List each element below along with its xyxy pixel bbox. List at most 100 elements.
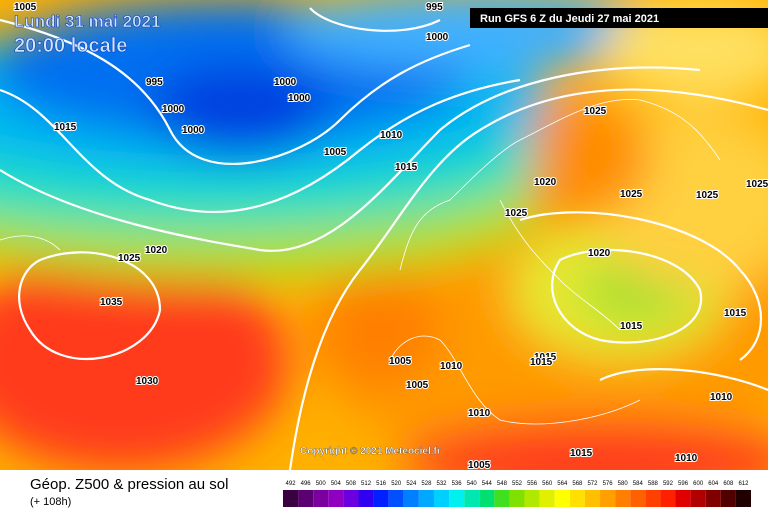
isobar-label: 1030 (136, 376, 159, 387)
isobar-label: 1005 (324, 147, 347, 158)
scale-swatch (358, 490, 374, 507)
scale-label: 520 (391, 481, 402, 487)
isobar-label: 1005 (468, 460, 491, 471)
isobar-label: 1025 (746, 179, 768, 190)
scale-swatch (554, 490, 570, 507)
run-box (470, 8, 768, 28)
scale-swatch (584, 490, 601, 507)
isobar-label: 1000 (274, 77, 297, 88)
scale-label: 532 (437, 481, 448, 487)
scale-swatch (539, 490, 555, 507)
map-time: 20:00 locale (14, 35, 127, 57)
scale-label: 544 (482, 481, 493, 487)
run-info: Run GFS 6 Z du Jeudi 27 mai 2021 (480, 13, 659, 25)
isobar-label: 1025 (620, 189, 643, 200)
scale-label: 524 (406, 481, 417, 487)
isobar-label: 1015 (54, 122, 77, 133)
scale-swatch (283, 490, 299, 507)
color-scale: 492 496 500 504 508 512 516 520 524 528 532 536 540 5… (283, 481, 751, 507)
scale-label: 500 (316, 481, 327, 487)
scale-swatch (373, 490, 389, 507)
header: Lundi 31 mai 2021 20:00 locale Run GFS 6… (14, 8, 768, 57)
scale-swatch (524, 490, 540, 507)
isobar-label: 1010 (675, 453, 698, 464)
scale-label: 604 (708, 481, 719, 487)
isobar-label: 1015 (620, 321, 643, 332)
scale-swatch (313, 490, 329, 507)
scale-swatch (600, 490, 616, 507)
scale-label: 516 (376, 481, 387, 487)
scale-swatch (660, 490, 676, 507)
scale-label: 600 (693, 481, 704, 487)
scale-swatch (509, 490, 525, 507)
isobar-label: 1025 (696, 190, 719, 201)
lead-time: (+ 108h) (30, 496, 71, 508)
scale-swatch (449, 490, 465, 507)
scale-swatch (735, 490, 751, 507)
isobar-label: 1010 (710, 392, 733, 403)
isobar-label: 1000 (162, 104, 185, 115)
scale-swatch (615, 490, 631, 507)
isobar-label: 1015 (534, 352, 557, 363)
isobar-label: 1005 (14, 2, 37, 13)
scale-swatch (298, 490, 314, 507)
scale-label: 540 (467, 481, 478, 487)
scale-label: 576 (603, 481, 614, 487)
isobar-label: 1025 (505, 208, 528, 219)
isobar-label: 1025 (118, 253, 141, 264)
scale-label: 496 (301, 481, 312, 487)
scale-swatch (690, 490, 706, 507)
scale-label: 580 (618, 481, 629, 487)
isobar-label: 1000 (182, 125, 205, 136)
isobar-label: 1020 (534, 177, 557, 188)
scale-label: 504 (331, 481, 342, 487)
isobar-label: 1005 (406, 380, 429, 391)
isobar-labels: 1005 995 1000 995 1000 1000 1000 1015 1000 1010 10… (13, 1, 768, 472)
map-date: Lundi 31 mai 2021 (14, 12, 160, 31)
scale-label: 548 (497, 481, 508, 487)
scale-swatch (328, 490, 344, 507)
scale-swatch (433, 490, 450, 507)
scale-swatch (720, 490, 736, 507)
isobar-label: 1000 (288, 93, 311, 104)
scale-label: 612 (738, 481, 749, 487)
scale-label: 552 (512, 481, 523, 487)
scale-swatch (343, 490, 359, 507)
scale-label: 568 (572, 481, 583, 487)
scale-label: 584 (633, 481, 644, 487)
isobars (0, 7, 768, 471)
isobar-label: 1035 (100, 297, 123, 308)
scale-swatch (494, 490, 510, 507)
scale-label: 560 (542, 481, 553, 487)
scale-swatch (464, 490, 480, 507)
scale-label: 564 (557, 481, 568, 487)
scale-label: 588 (648, 481, 659, 487)
isobar-label: 1015 (395, 162, 418, 173)
isobar-label: 1010 (440, 361, 463, 372)
scale-swatch (403, 490, 419, 507)
legend-title: Géop. Z500 & pression au sol (30, 476, 228, 493)
scale-label: 536 (452, 481, 463, 487)
isobar-label: 995 (426, 2, 443, 13)
isobar-label: 1010 (468, 408, 491, 419)
isobar-label: 1025 (584, 106, 607, 117)
isobar-label: 1005 (389, 356, 412, 367)
isobar-label: 1015 (570, 448, 593, 459)
scale-swatch (388, 490, 404, 507)
isobar-label: 1000 (426, 32, 449, 43)
scale-label: 592 (663, 481, 674, 487)
isobar-label: 1020 (588, 248, 611, 259)
scale-swatch (645, 490, 661, 507)
coastlines (0, 98, 721, 425)
scale-label: 492 (286, 481, 297, 487)
scale-label: 572 (587, 481, 598, 487)
isobar-label: 1015 (530, 357, 553, 368)
scale-swatch (675, 490, 691, 507)
isobar-label: 1010 (380, 130, 403, 141)
scale-label: 556 (527, 481, 538, 487)
scale-swatch (569, 490, 585, 507)
scale-label: 508 (346, 481, 357, 487)
isobar-label: 995 (146, 77, 163, 88)
scale-swatch (418, 490, 434, 507)
